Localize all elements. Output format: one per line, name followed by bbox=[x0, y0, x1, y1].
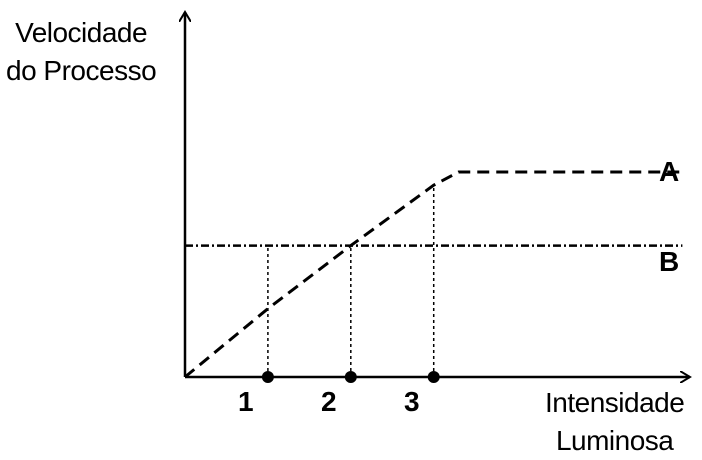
x-axis-label-line1: Intensidade bbox=[545, 387, 685, 418]
chart-canvas bbox=[0, 0, 702, 383]
x-tick-label-2: 2 bbox=[321, 386, 337, 417]
x-axis-label-line2: Luminosa bbox=[555, 425, 674, 456]
series-lines bbox=[184, 170, 683, 379]
x-tick-label-3: 3 bbox=[404, 386, 420, 417]
y-axis-label-line1: Velocidade bbox=[15, 17, 148, 48]
x-tick-marks bbox=[261, 371, 440, 383]
x-tick-point-1 bbox=[261, 371, 274, 383]
series-label-a: A bbox=[659, 156, 680, 187]
x-tick-point-2 bbox=[344, 371, 357, 383]
y-axis-label: Velocidade do Processo bbox=[6, 14, 157, 90]
x-tick-point-3 bbox=[427, 371, 440, 383]
x-tick-label-1: 1 bbox=[238, 386, 254, 417]
guide-lines bbox=[267, 185, 435, 377]
series-label-b: B bbox=[659, 246, 680, 277]
y-axis-label-line2: do Processo bbox=[6, 55, 157, 86]
x-axis-label: Intensidade Luminosa bbox=[545, 384, 685, 460]
